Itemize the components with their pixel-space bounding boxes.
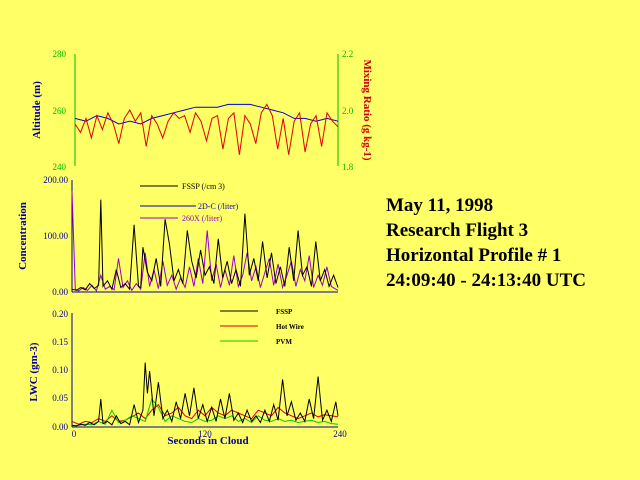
lwc-tick-label: 0.20 (52, 309, 68, 319)
mixing-tick-label: 1.8 (342, 162, 354, 172)
x-axis-label: Seconds in Cloud (167, 435, 248, 447)
x-tick-label: 120 (198, 429, 212, 439)
altitude-mixing-panel: 280 260 240 2.2 2.0 1.8 Altitude (m) Mix… (31, 49, 373, 172)
lwc-tick-label: 0.15 (52, 337, 68, 347)
time-range: 24:09:40 - 24:13:40 UTC (386, 270, 587, 291)
legend-label-260x: 260X (/liter) (182, 214, 223, 223)
legend-label-hotwire: Hot Wire (276, 323, 304, 331)
flight-info-block: May 11, 1998 Research Flight 3 Horizonta… (386, 193, 586, 293)
concentration-tick-label: 100.00 (43, 231, 68, 241)
fssp-lwc-series-line (71, 362, 339, 427)
mixing-series-line (74, 103, 339, 155)
altitude-axis-label: Altitude (m) (31, 81, 43, 139)
profile-name: Horizontal Profile # 1 (386, 245, 562, 266)
lwc-tick-label: 0.10 (52, 365, 68, 375)
concentration-axis-label: Concentration (17, 202, 29, 270)
mixing-axis-label: Mixing Ratio (g kg-1) (361, 59, 373, 160)
altitude-tick-label: 240 (53, 162, 67, 172)
lwc-axis-label: LWC (gm-3) (28, 342, 40, 402)
altitude-tick-label: 280 (53, 49, 67, 59)
legend-label-fssp: FSSP (/cm 3) (182, 182, 225, 191)
pvm-series-line (71, 397, 339, 427)
altitude-series-line (74, 103, 339, 125)
legend-label-lwc-fssp: FSSP (276, 308, 293, 316)
fssp-concentration-series-line (71, 199, 339, 291)
flight-date: May 11, 1998 (386, 195, 494, 216)
legend-label-pvm: PVM (276, 338, 292, 346)
concentration-panel: 200.00 100.00 0.00 Concentration FSSP (/… (17, 175, 339, 297)
flight-name: Research Flight 3 (386, 220, 529, 241)
concentration-tick-label: 0.00 (52, 287, 68, 297)
x-tick-label: 240 (333, 429, 347, 439)
c260x-series-line (71, 191, 339, 292)
altitude-tick-label: 260 (53, 106, 67, 116)
mixing-tick-label: 2.2 (342, 49, 353, 59)
lwc-tick-label: 0.00 (52, 422, 68, 432)
hotwire-series-line (71, 403, 339, 425)
legend-label-2dc: 2D-C (/liter) (198, 202, 239, 211)
lwc-panel: 0.20 0.15 0.10 0.05 0.00 0 120 240 Secon… (28, 308, 347, 447)
concentration-tick-label: 200.00 (43, 175, 68, 185)
x-tick-label: 0 (72, 429, 77, 439)
lwc-tick-label: 0.05 (52, 393, 68, 403)
mixing-tick-label: 2.0 (342, 106, 354, 116)
